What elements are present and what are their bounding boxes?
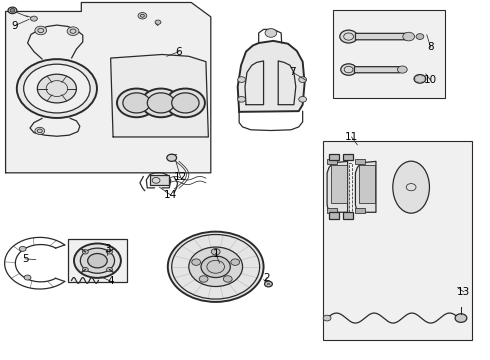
Circle shape xyxy=(107,250,113,254)
Polygon shape xyxy=(327,161,347,212)
FancyBboxPatch shape xyxy=(354,67,400,73)
Bar xyxy=(331,165,346,203)
Bar xyxy=(327,159,337,164)
Circle shape xyxy=(67,27,79,36)
Circle shape xyxy=(155,20,161,24)
Circle shape xyxy=(265,29,277,37)
Circle shape xyxy=(142,89,180,117)
Circle shape xyxy=(416,34,424,40)
Circle shape xyxy=(199,276,208,282)
Ellipse shape xyxy=(393,161,429,213)
Text: 4: 4 xyxy=(107,276,114,286)
Bar xyxy=(329,212,339,219)
Bar xyxy=(343,212,353,219)
Circle shape xyxy=(123,93,150,113)
Circle shape xyxy=(341,64,356,75)
Circle shape xyxy=(201,256,230,278)
Text: 14: 14 xyxy=(164,190,177,200)
Circle shape xyxy=(192,259,200,265)
Bar xyxy=(323,140,472,339)
Bar xyxy=(359,165,375,203)
Circle shape xyxy=(88,253,107,268)
Bar xyxy=(333,10,445,98)
Bar xyxy=(355,208,365,213)
Circle shape xyxy=(10,9,15,12)
Text: 1: 1 xyxy=(212,248,219,258)
Text: 12: 12 xyxy=(174,172,187,182)
Circle shape xyxy=(172,93,199,113)
Bar xyxy=(329,154,339,160)
Text: 6: 6 xyxy=(176,46,182,57)
Text: 13: 13 xyxy=(457,287,470,297)
Circle shape xyxy=(117,89,156,117)
Circle shape xyxy=(223,276,232,282)
Circle shape xyxy=(30,16,37,21)
Text: 2: 2 xyxy=(264,273,270,283)
Bar xyxy=(355,159,365,164)
Circle shape xyxy=(82,250,88,254)
Circle shape xyxy=(35,127,45,134)
Circle shape xyxy=(403,32,415,41)
Circle shape xyxy=(168,231,264,302)
Circle shape xyxy=(238,96,245,102)
Circle shape xyxy=(147,93,174,113)
Circle shape xyxy=(82,267,88,272)
Text: 7: 7 xyxy=(290,67,296,77)
Polygon shape xyxy=(238,41,305,112)
Circle shape xyxy=(17,59,97,118)
Circle shape xyxy=(189,247,243,287)
Circle shape xyxy=(166,89,205,117)
Circle shape xyxy=(80,248,115,273)
Circle shape xyxy=(397,66,407,73)
FancyBboxPatch shape xyxy=(355,33,406,40)
Bar xyxy=(150,175,169,185)
Circle shape xyxy=(299,96,307,102)
Text: 5: 5 xyxy=(22,254,28,264)
Circle shape xyxy=(24,64,90,113)
Circle shape xyxy=(8,7,17,14)
Bar xyxy=(327,208,337,213)
Text: 10: 10 xyxy=(424,75,437,85)
Polygon shape xyxy=(111,56,208,137)
Circle shape xyxy=(19,246,26,251)
Circle shape xyxy=(107,267,113,272)
Text: 11: 11 xyxy=(345,132,358,142)
Text: 8: 8 xyxy=(427,42,434,52)
Circle shape xyxy=(74,243,121,278)
Circle shape xyxy=(231,259,240,265)
Circle shape xyxy=(211,248,220,255)
Circle shape xyxy=(340,30,357,43)
Polygon shape xyxy=(5,3,211,173)
Bar xyxy=(343,154,353,160)
Circle shape xyxy=(414,75,426,83)
Circle shape xyxy=(299,77,307,82)
Polygon shape xyxy=(355,161,376,212)
Circle shape xyxy=(167,154,176,161)
Circle shape xyxy=(35,26,47,35)
Circle shape xyxy=(138,13,147,19)
Circle shape xyxy=(37,74,76,103)
Circle shape xyxy=(238,77,245,82)
Circle shape xyxy=(323,315,331,321)
Circle shape xyxy=(455,314,467,322)
Text: 9: 9 xyxy=(11,21,18,31)
Bar xyxy=(68,239,127,282)
Text: 3: 3 xyxy=(104,244,111,254)
Circle shape xyxy=(265,281,272,287)
Circle shape xyxy=(24,275,31,280)
